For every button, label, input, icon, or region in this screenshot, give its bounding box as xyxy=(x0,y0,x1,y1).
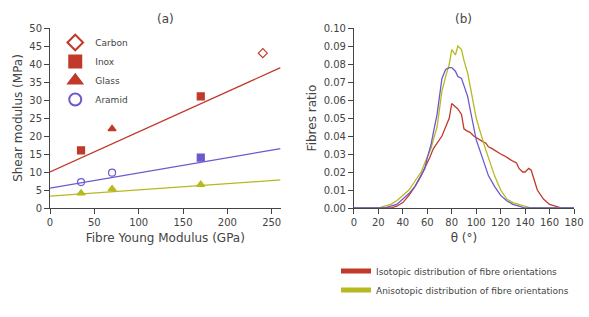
svg-text:Anisotopic distribution of fib: Anisotopic distribution of fibre orienta… xyxy=(376,286,569,296)
svg-text:0.09: 0.09 xyxy=(324,41,346,52)
svg-text:35: 35 xyxy=(29,77,42,88)
svg-text:200: 200 xyxy=(218,217,237,228)
svg-text:Fibres ratio: Fibres ratio xyxy=(305,85,319,152)
svg-text:80: 80 xyxy=(445,217,458,228)
svg-text:0.07: 0.07 xyxy=(324,77,346,88)
svg-text:5: 5 xyxy=(36,185,42,196)
svg-text:0.01: 0.01 xyxy=(324,185,346,196)
svg-text:0.06: 0.06 xyxy=(324,95,346,106)
svg-text:120: 120 xyxy=(491,217,510,228)
svg-text:0.04: 0.04 xyxy=(324,131,346,142)
svg-text:180: 180 xyxy=(564,217,583,228)
svg-text:0.03: 0.03 xyxy=(324,149,346,160)
svg-text:0: 0 xyxy=(36,203,42,214)
svg-text:0: 0 xyxy=(351,217,357,228)
svg-text:0.10: 0.10 xyxy=(324,23,346,34)
svg-text:100: 100 xyxy=(129,217,148,228)
svg-text:10: 10 xyxy=(29,167,42,178)
svg-text:50: 50 xyxy=(29,23,42,34)
svg-text:60: 60 xyxy=(421,217,434,228)
svg-text:(b): (b) xyxy=(455,12,472,26)
svg-text:15: 15 xyxy=(29,149,42,160)
svg-text:50: 50 xyxy=(88,217,101,228)
svg-text:0.08: 0.08 xyxy=(324,59,346,70)
svg-text:Aramid: Aramid xyxy=(95,95,127,105)
svg-text:30: 30 xyxy=(29,95,42,106)
svg-text:250: 250 xyxy=(262,217,281,228)
svg-text:100: 100 xyxy=(467,217,486,228)
svg-text:Fibre Young Modulus (GPa): Fibre Young Modulus (GPa) xyxy=(86,231,245,245)
svg-text:40: 40 xyxy=(29,59,42,70)
svg-text:160: 160 xyxy=(540,217,559,228)
svg-text:20: 20 xyxy=(372,217,385,228)
svg-text:40: 40 xyxy=(396,217,409,228)
svg-text:0.05: 0.05 xyxy=(324,113,346,124)
svg-text:θ (°): θ (°) xyxy=(451,231,478,245)
svg-text:20: 20 xyxy=(29,131,42,142)
svg-text:Glass: Glass xyxy=(95,76,120,86)
svg-text:45: 45 xyxy=(29,41,42,52)
svg-text:0: 0 xyxy=(47,217,53,228)
svg-text:140: 140 xyxy=(516,217,535,228)
svg-text:Isotopic distribution of fibre: Isotopic distribution of fibre orientati… xyxy=(376,267,557,277)
svg-text:0.02: 0.02 xyxy=(324,167,346,178)
svg-text:(a): (a) xyxy=(157,12,174,26)
svg-text:Inox: Inox xyxy=(95,57,115,67)
svg-text:Shear modulus (MPa): Shear modulus (MPa) xyxy=(11,54,25,182)
svg-text:150: 150 xyxy=(173,217,192,228)
svg-text:25: 25 xyxy=(29,113,42,124)
svg-text:0.00: 0.00 xyxy=(324,203,346,214)
svg-text:Carbon: Carbon xyxy=(95,38,127,48)
